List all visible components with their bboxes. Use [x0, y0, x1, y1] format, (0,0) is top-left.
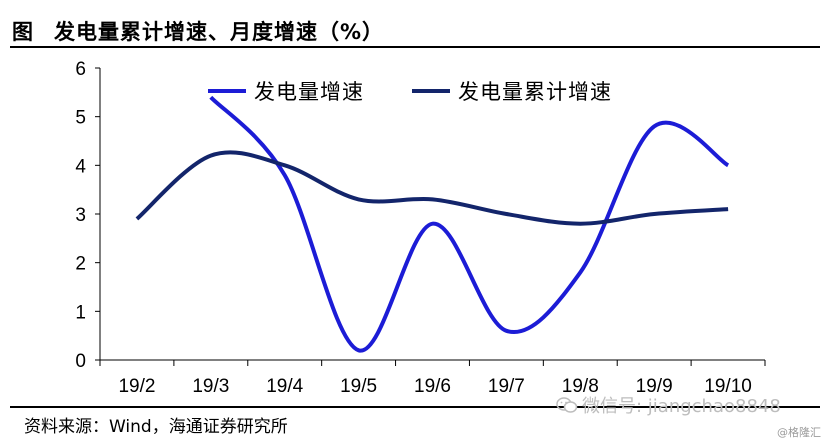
- data-point: [357, 197, 361, 201]
- chart-axes: 0 1 2 3 4 5 6 19/2 19/3 19/4 19/5 19/6 19/7 19/8 19/9 1…: [75, 59, 766, 397]
- series-line-1: [209, 95, 730, 353]
- wechat-watermark: 微信号: jiangchao8848: [556, 392, 781, 418]
- data-point: [209, 154, 213, 158]
- data-point: [652, 124, 656, 128]
- x-tick-label: 19/5: [340, 376, 377, 397]
- data-point: [283, 173, 287, 177]
- data-point: [504, 212, 508, 216]
- chart-title: 图发电量累计增速、月度增速（%）: [12, 16, 384, 46]
- data-point: [578, 222, 582, 226]
- data-point: [283, 163, 287, 167]
- figure-title: 发电量累计增速、月度增速（%）: [54, 20, 385, 44]
- data-point: [135, 217, 139, 221]
- corner-watermark: @格隆汇: [777, 426, 821, 439]
- data-point: [431, 197, 435, 201]
- chart-series: [135, 95, 730, 353]
- chart-legend: 发电量增速 发电量累计增速: [208, 80, 612, 104]
- y-tick-label: 1: [75, 302, 86, 323]
- data-point: [209, 95, 213, 99]
- x-tick-label: 19/10: [704, 376, 752, 397]
- figure-label: 图: [12, 20, 34, 44]
- legend-label: 发电量增速: [254, 80, 364, 104]
- y-tick-label: 4: [75, 156, 86, 177]
- y-tick-label: 5: [75, 108, 86, 129]
- data-point: [357, 348, 361, 352]
- watermark-text: 微信号: jiangchao8848: [582, 396, 781, 417]
- y-tick-label: 2: [75, 254, 86, 275]
- wechat-icon: [556, 397, 578, 413]
- data-point: [504, 329, 508, 333]
- x-tick-label: 19/4: [266, 376, 303, 397]
- x-tick-label: 19/9: [636, 376, 673, 397]
- data-point: [431, 222, 435, 226]
- x-tick-label: 19/7: [488, 376, 525, 397]
- x-tick-label: 19/6: [414, 376, 451, 397]
- source-note: 资料来源：Wind，海通证券研究所: [24, 417, 288, 437]
- data-point: [726, 163, 730, 167]
- series-line-2: [135, 150, 729, 226]
- data-point: [578, 270, 582, 274]
- data-point: [652, 212, 656, 216]
- x-tick-label: 19/3: [192, 376, 229, 397]
- title-rule: [10, 46, 820, 48]
- x-tick-label: 19/2: [118, 376, 155, 397]
- y-tick-label: 3: [75, 205, 86, 226]
- legend-label: 发电量累计增速: [458, 80, 612, 104]
- source-rule: [10, 406, 820, 408]
- x-tick-label: 19/8: [562, 376, 599, 397]
- data-point: [726, 207, 730, 211]
- y-tick-label: 0: [75, 351, 86, 372]
- y-tick-label: 6: [75, 59, 86, 80]
